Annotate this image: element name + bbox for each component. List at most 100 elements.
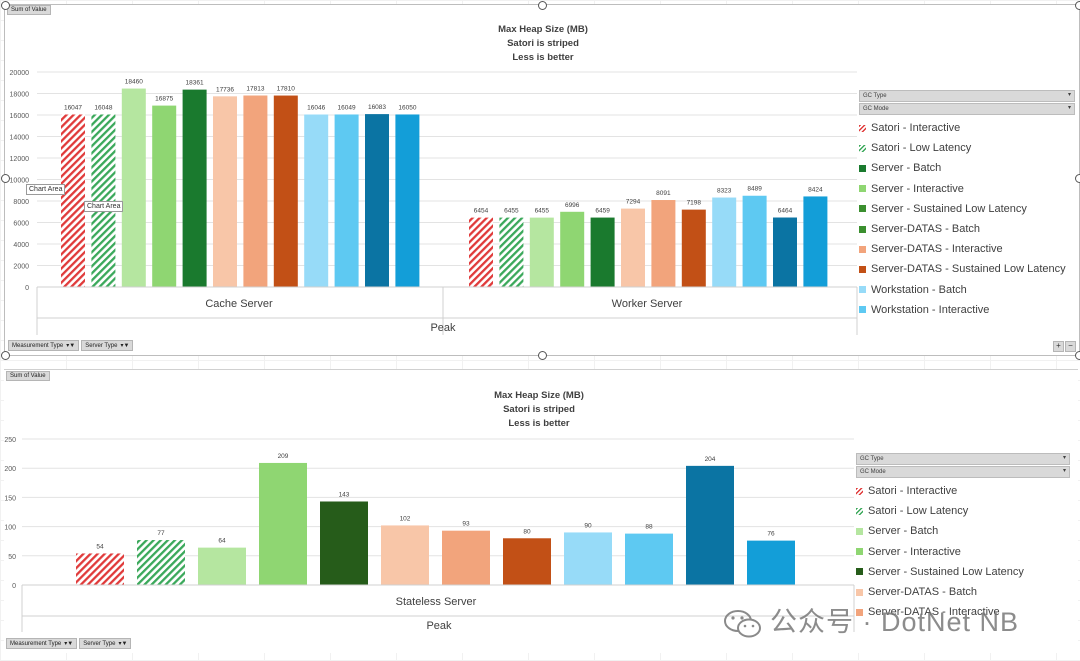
gc-mode-filter[interactable]: GC Mode ▾ xyxy=(856,466,1070,478)
y-tick-label: 6000 xyxy=(13,221,29,228)
bar[interactable] xyxy=(273,95,298,287)
legend-item[interactable]: Satori - Interactive xyxy=(859,118,1075,138)
bar[interactable] xyxy=(121,88,146,288)
bar[interactable] xyxy=(182,89,207,287)
gc-mode-filter[interactable]: GC Mode ▾ xyxy=(859,103,1075,115)
zoom-out-button[interactable]: − xyxy=(1065,341,1076,352)
y-tick-label: 200 xyxy=(4,466,16,473)
zoom-in-button[interactable]: + xyxy=(1053,341,1064,352)
bar[interactable] xyxy=(651,200,676,287)
sum-of-value-button[interactable]: Sum of Value xyxy=(7,5,51,15)
y-tick-label: 20000 xyxy=(10,70,30,77)
bar[interactable] xyxy=(320,501,368,585)
bar[interactable] xyxy=(625,533,673,585)
resize-handle[interactable] xyxy=(1075,1,1080,10)
bar[interactable] xyxy=(803,196,828,287)
chart-panel-top[interactable]: Sum of Value Max Heap Size (MB) Satori is… xyxy=(4,4,1080,356)
legend-top[interactable]: GC Type ▾ GC Mode ▾ Satori - Interactive Sa… xyxy=(859,90,1075,320)
bar[interactable] xyxy=(91,114,116,287)
bar[interactable] xyxy=(213,96,237,287)
legend-bottom[interactable]: GC Type ▾ GC Mode ▾ Satori - Interactive Sa… xyxy=(856,453,1070,622)
wechat-icon xyxy=(724,609,761,638)
measurement-type-filter[interactable]: Measurement Type ▾▼ xyxy=(6,638,78,649)
resize-handle[interactable] xyxy=(1075,174,1080,183)
bar[interactable] xyxy=(469,217,493,287)
gc-type-filter[interactable]: GC Type ▾ xyxy=(859,90,1075,102)
bar[interactable] xyxy=(76,553,124,585)
data-label: 90 xyxy=(584,522,592,529)
bar[interactable] xyxy=(137,540,185,585)
bar[interactable] xyxy=(152,105,177,287)
legend-item[interactable]: Server - Batch xyxy=(859,158,1075,178)
legend-item[interactable]: Satori - Interactive xyxy=(856,481,1070,501)
resize-handle[interactable] xyxy=(1,351,10,360)
legend-item[interactable]: Server-DATAS - Batch xyxy=(856,582,1070,602)
legend-item[interactable]: Server - Interactive xyxy=(859,179,1075,199)
y-tick-label: 14000 xyxy=(10,135,30,142)
legend-item[interactable]: Workstation - Interactive xyxy=(859,300,1075,320)
bar[interactable] xyxy=(243,95,268,287)
bar[interactable] xyxy=(259,462,307,585)
legend-item[interactable]: Satori - Low Latency xyxy=(856,501,1070,521)
y-tick-label: 12000 xyxy=(10,156,30,163)
legend-item[interactable]: Server-DATAS - Interactive xyxy=(856,602,1070,622)
bars: 54 77 64 209 143 102 93 80 90 88 204 76 xyxy=(76,453,795,585)
bar[interactable] xyxy=(503,538,551,585)
bar[interactable] xyxy=(773,217,797,287)
data-label: 16048 xyxy=(94,104,112,111)
chart-titles: Max Heap Size (MB) Satori is striped Less … xyxy=(498,24,588,63)
chart-bottom-svg: Max Heap Size (MB) Satori is striped Less … xyxy=(4,390,855,632)
legend-item[interactable]: Server-DATAS - Interactive xyxy=(859,239,1075,259)
bar[interactable] xyxy=(442,530,490,585)
measurement-type-filter[interactable]: Measurement Type ▾▼ xyxy=(8,340,80,351)
bar[interactable] xyxy=(742,195,767,287)
bar[interactable] xyxy=(529,217,554,287)
bar[interactable] xyxy=(499,217,524,287)
bar[interactable] xyxy=(334,114,359,287)
legend-label: Server - Sustained Low Latency xyxy=(871,202,1027,215)
bar[interactable] xyxy=(564,532,612,585)
bar[interactable] xyxy=(198,547,246,585)
resize-handle[interactable] xyxy=(538,351,547,360)
bar[interactable] xyxy=(621,208,645,287)
resize-handle[interactable] xyxy=(538,1,547,10)
resize-handle[interactable] xyxy=(1,1,10,10)
data-label: 17736 xyxy=(216,86,234,93)
legend-item[interactable]: Workstation - Batch xyxy=(859,280,1075,300)
resize-handle[interactable] xyxy=(1,174,10,183)
legend-item[interactable]: Server - Sustained Low Latency xyxy=(859,199,1075,219)
legend-item[interactable]: Server - Batch xyxy=(856,521,1070,541)
sum-of-value-button[interactable]: Sum of Value xyxy=(6,371,50,381)
legend-item[interactable]: Server-DATAS - Batch xyxy=(859,219,1075,239)
legend-swatch xyxy=(856,507,863,515)
bar[interactable] xyxy=(686,465,734,585)
y-tick-label: 2000 xyxy=(13,264,29,271)
bar[interactable] xyxy=(61,114,85,287)
bar[interactable] xyxy=(381,525,429,585)
server-type-filter[interactable]: Server Type ▾▼ xyxy=(81,340,134,351)
bar[interactable] xyxy=(747,540,795,585)
server-type-filter[interactable]: Server Type ▾▼ xyxy=(79,638,132,649)
gc-type-filter[interactable]: GC Type ▾ xyxy=(856,453,1070,465)
y-tick-label: 18000 xyxy=(10,92,30,99)
legend-item[interactable]: Satori - Low Latency xyxy=(859,138,1075,158)
category-label: Stateless Server xyxy=(396,596,477,608)
legend-swatch xyxy=(859,306,866,314)
bar[interactable] xyxy=(681,209,706,287)
legend-item[interactable]: Server-DATAS - Sustained Low Latency xyxy=(859,259,1075,279)
legend-item[interactable]: Server - Sustained Low Latency xyxy=(856,562,1070,582)
legend-label: Satori - Low Latency xyxy=(868,505,969,518)
data-label: 204 xyxy=(705,456,716,463)
bar[interactable] xyxy=(395,114,420,288)
resize-handle[interactable] xyxy=(1075,351,1080,360)
bar[interactable] xyxy=(590,217,615,287)
bar[interactable] xyxy=(712,197,737,287)
bar[interactable] xyxy=(560,211,585,287)
legend-item[interactable]: Server - Interactive xyxy=(856,542,1070,562)
data-label: 93 xyxy=(462,521,470,528)
bar[interactable] xyxy=(304,114,329,288)
bar[interactable] xyxy=(365,114,389,287)
watermark: 公众号 · DotNet NB xyxy=(724,600,1019,639)
chart-panel-bottom[interactable]: Sum of Value Max Heap Size (MB) Satori is… xyxy=(4,369,1078,653)
legend-swatch xyxy=(856,487,863,495)
